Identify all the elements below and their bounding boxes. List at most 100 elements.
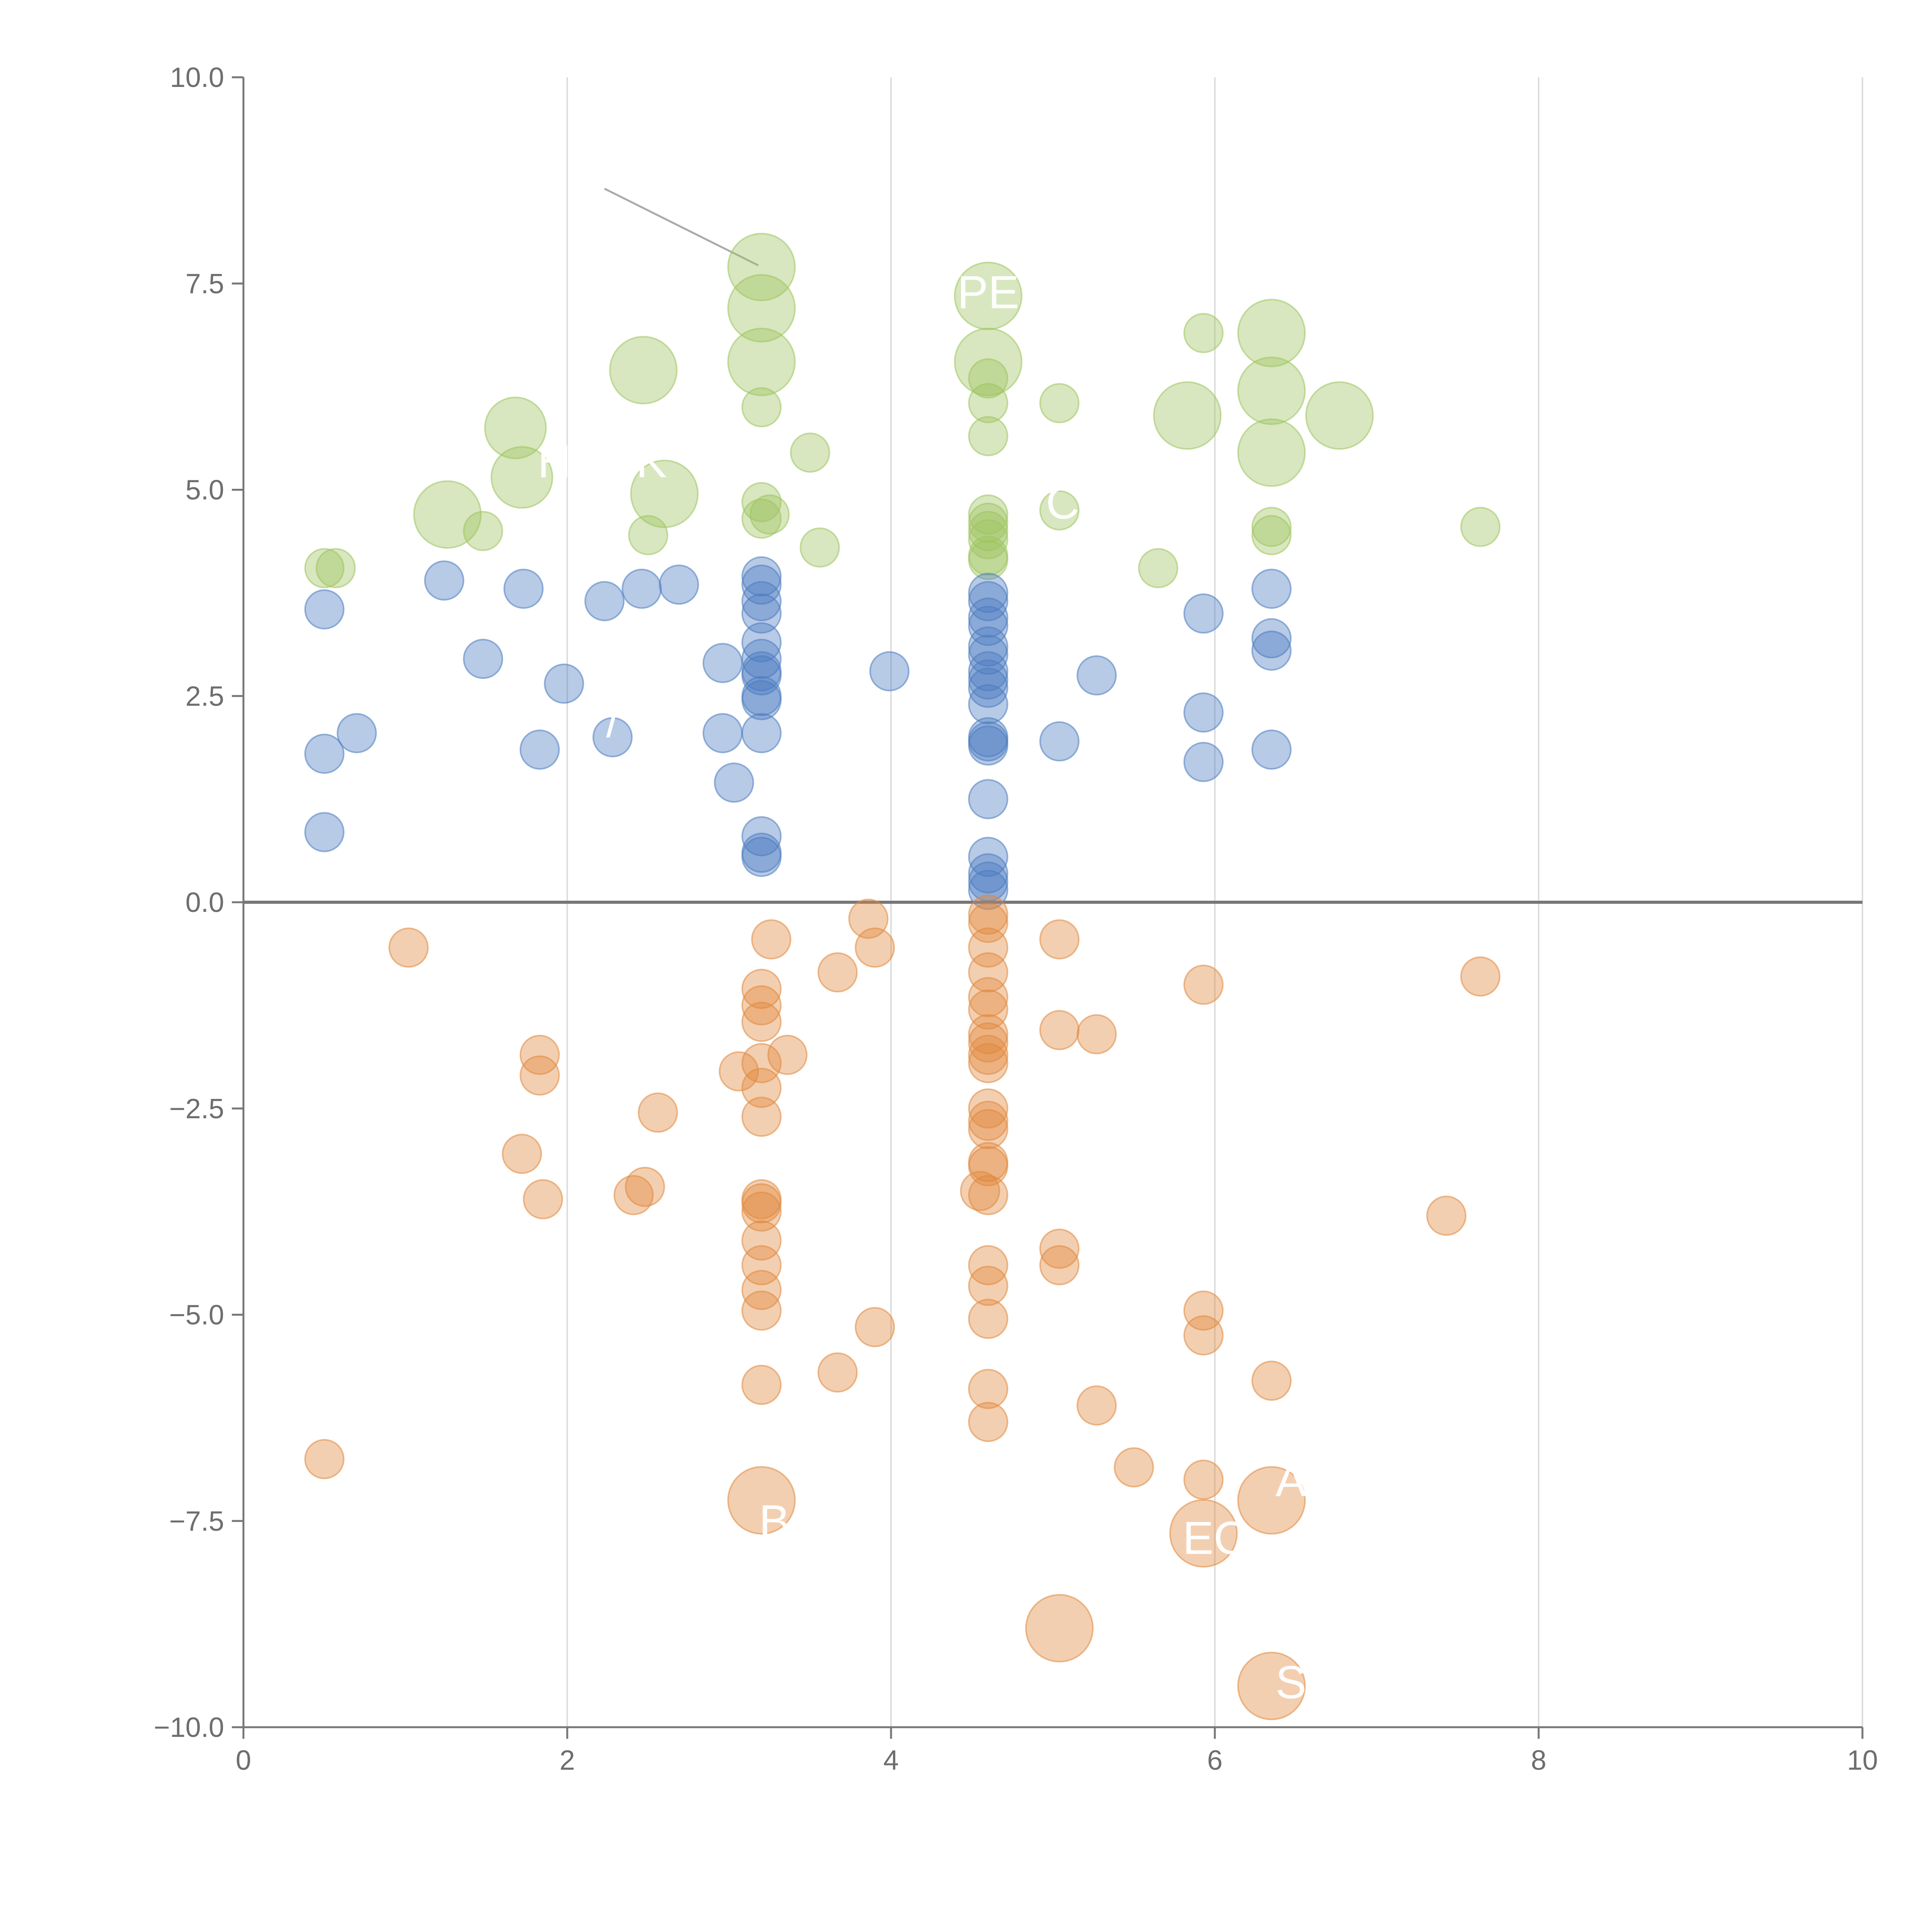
point-label: C [1046, 477, 1080, 529]
green-point [1039, 383, 1080, 423]
orange-point [613, 1175, 654, 1215]
orange-point [719, 1051, 759, 1092]
y-tick-label: −2.5 [169, 1094, 224, 1124]
green-point [630, 459, 699, 528]
orange-point [767, 1034, 808, 1075]
blue-point [968, 853, 1009, 894]
blue-point [741, 816, 782, 857]
orange-point [741, 1364, 782, 1405]
orange-point [741, 985, 782, 1026]
blue-point [968, 605, 1009, 646]
orange-point [502, 1134, 542, 1174]
green-point [741, 498, 782, 539]
orange-point [817, 952, 858, 993]
orange-point [741, 1043, 782, 1083]
blue-point [968, 684, 1009, 724]
green-point [954, 262, 1023, 330]
orange-point [1039, 1228, 1080, 1269]
x-tick-label: 0 [236, 1745, 251, 1776]
green-point [1138, 548, 1179, 588]
orange-point [388, 927, 429, 968]
y-tick-label: −10.0 [154, 1712, 224, 1743]
blue-point [1183, 692, 1224, 733]
green-point [954, 327, 1023, 396]
orange-point [1039, 919, 1080, 960]
orange-point [968, 1146, 1009, 1187]
y-tick-label: −7.5 [169, 1506, 224, 1537]
x-tick-label: 4 [883, 1745, 899, 1776]
blue-point [503, 568, 544, 609]
orange-point [741, 1270, 782, 1310]
data-points [304, 233, 1501, 1720]
green-point [490, 446, 553, 509]
orange-point [817, 1352, 858, 1393]
blue-point [1183, 742, 1224, 782]
orange-point [1183, 1459, 1224, 1500]
blue-point [1251, 568, 1292, 609]
green-point [799, 527, 840, 568]
orange-point [625, 1167, 665, 1207]
green-point [968, 539, 1009, 580]
orange-point [968, 1245, 1009, 1286]
orange-point [741, 1002, 782, 1042]
orange-point [968, 1265, 1009, 1306]
green-point [1237, 418, 1306, 487]
blue-point [1077, 655, 1117, 696]
blue-point [424, 560, 464, 601]
green-point [1460, 507, 1501, 547]
green-point [968, 416, 1009, 456]
label-leader-lines [604, 187, 759, 267]
orange-point [968, 1109, 1009, 1150]
green-point [484, 396, 547, 459]
orange-point [968, 989, 1009, 1030]
orange-point [968, 1022, 1009, 1063]
green-point [1237, 299, 1306, 367]
point-label: PE [957, 266, 1019, 318]
orange-point [968, 1402, 1009, 1442]
orange-point [638, 1092, 678, 1133]
green-point [968, 511, 1009, 551]
blue-point [741, 837, 782, 877]
blue-point [702, 643, 743, 683]
blue-point [1039, 721, 1080, 762]
blue-point [1251, 618, 1292, 658]
blue-point [968, 634, 1009, 675]
point-labels: PE H K C / B EC S A [537, 266, 1306, 1708]
green-point [304, 548, 345, 588]
orange-point [1237, 1466, 1306, 1535]
green-point [1183, 313, 1224, 353]
y-tick-label: −5.0 [169, 1300, 224, 1331]
y-tick-label: 0.0 [185, 887, 224, 918]
green-point [727, 327, 796, 396]
y-tick-label: 10.0 [170, 62, 224, 93]
leader-line [604, 187, 759, 267]
orange-point [1039, 1010, 1080, 1050]
orange-point [1025, 1594, 1094, 1663]
green-point [1251, 507, 1292, 547]
orange-point [1183, 1315, 1224, 1355]
blue-point [1251, 630, 1292, 671]
blue-point [869, 651, 910, 692]
orange-point [968, 1088, 1009, 1129]
orange-point [968, 1369, 1009, 1409]
blue-point [741, 713, 782, 753]
orange-point [1169, 1499, 1238, 1568]
blue-point [741, 655, 782, 696]
orange-point [960, 1171, 1000, 1211]
green-point [727, 274, 796, 343]
blue-point [968, 861, 1009, 902]
blue-point [741, 565, 782, 605]
orange-point [855, 927, 895, 968]
orange-point [968, 1043, 1009, 1083]
blue-point [968, 581, 1009, 621]
green-point [315, 548, 356, 588]
point-label: H [537, 435, 571, 487]
blue-point [1183, 593, 1224, 634]
orange-point [741, 1220, 782, 1261]
x-tick-label: 6 [1207, 1745, 1223, 1776]
blue-point [741, 622, 782, 663]
orange-point [741, 1097, 782, 1137]
orange-point [1251, 1361, 1292, 1401]
blue-point [702, 713, 743, 753]
